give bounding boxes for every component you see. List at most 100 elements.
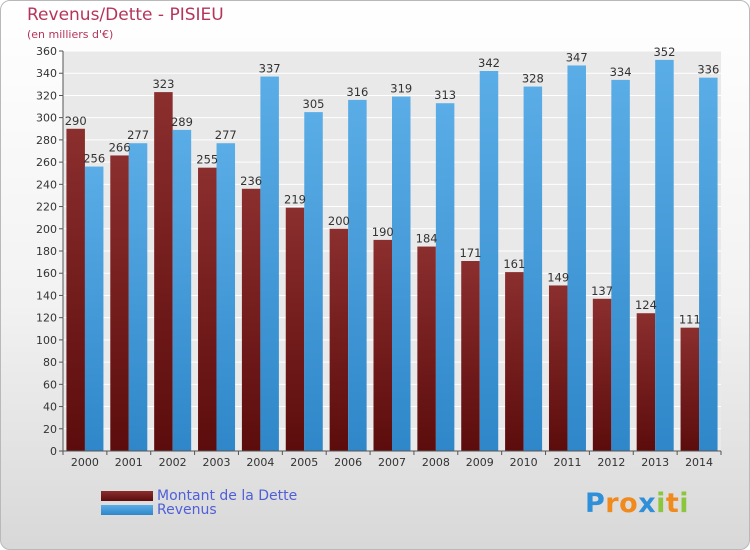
legend-label-revenus: Revenus (157, 502, 217, 518)
bar-revenus (84, 166, 104, 452)
value-label-dette: 200 (328, 214, 350, 228)
bar-dette (329, 228, 349, 451)
value-label-revenus: 313 (434, 88, 456, 102)
bar-dette (592, 298, 612, 451)
logo-letter: P (585, 488, 606, 519)
logo-letter: i (656, 488, 666, 519)
x-tick-label: 2010 (510, 456, 538, 469)
bar-dette (548, 285, 568, 451)
value-label-dette: 255 (196, 153, 218, 167)
value-labels: 2902562662773232892552772363372193052003… (65, 45, 720, 327)
value-label-revenus: 342 (478, 56, 500, 70)
value-label-dette: 137 (591, 284, 613, 298)
y-tick-label: 80 (43, 356, 57, 369)
x-tick-label: 2012 (597, 456, 625, 469)
y-tick-label: 320 (36, 89, 57, 102)
value-label-revenus: 337 (259, 62, 281, 76)
bar-revenus (348, 99, 367, 451)
y-tick-label: 300 (36, 112, 57, 125)
value-label-dette: 290 (65, 114, 87, 128)
value-label-revenus: 334 (610, 65, 632, 79)
bar-revenus (567, 65, 586, 451)
bar-dette (373, 239, 392, 451)
value-label-revenus: 289 (171, 115, 193, 129)
x-tick-label: 2003 (203, 456, 231, 469)
y-tick-label: 40 (43, 401, 57, 414)
value-label-revenus: 319 (390, 82, 412, 96)
value-label-revenus: 256 (83, 152, 105, 166)
bar-dette (110, 155, 129, 451)
value-label-revenus: 328 (522, 72, 544, 86)
bars (66, 59, 718, 452)
value-label-dette: 190 (372, 225, 394, 239)
x-tick-label: 2002 (159, 456, 187, 469)
value-label-revenus: 347 (566, 50, 588, 64)
value-label-revenus: 277 (215, 128, 237, 142)
legend-swatch-dette (101, 491, 153, 501)
logo-letter: x (638, 488, 657, 519)
value-label-dette: 219 (284, 193, 306, 207)
y-tick-label: 120 (36, 312, 57, 325)
bar-dette (241, 188, 261, 451)
x-tick-label: 2000 (71, 456, 99, 469)
bar-revenus (435, 103, 455, 451)
bar-revenus (479, 71, 499, 451)
bar-revenus (304, 112, 323, 451)
bar-dette (417, 246, 436, 451)
logo-letter: t (665, 488, 680, 519)
chart-title: Revenus/Dette - PISIEU (27, 5, 224, 25)
bar-revenus (260, 76, 279, 452)
bar-revenus (611, 79, 630, 451)
value-label-dette: 323 (152, 77, 174, 91)
value-label-dette: 236 (240, 174, 262, 188)
bar-dette (461, 261, 480, 451)
x-tick-label: 2013 (641, 456, 669, 469)
bar-dette (198, 167, 217, 451)
y-tick-label: 20 (43, 423, 57, 436)
bar-dette (505, 272, 524, 451)
y-tick-label: 360 (36, 45, 57, 58)
x-tick-label: 2009 (466, 456, 494, 469)
value-label-dette: 266 (109, 140, 131, 154)
bar-revenus (655, 59, 674, 452)
x-tick-label: 2014 (685, 456, 713, 469)
x-tick-label: 2005 (290, 456, 318, 469)
x-tick-label: 2011 (553, 456, 581, 469)
bar-revenus (128, 143, 148, 451)
y-tick-label: 260 (36, 156, 57, 169)
logo-letter: i (679, 488, 690, 519)
value-label-dette: 171 (460, 246, 482, 260)
bar-revenus (523, 86, 543, 452)
y-tick-label: 60 (43, 378, 57, 391)
legend-label-dette: Montant de la Dette (157, 488, 298, 504)
value-label-revenus: 305 (303, 97, 325, 111)
bar-dette (680, 327, 700, 451)
y-tick-label: 240 (36, 178, 57, 191)
y-tick-label: 140 (36, 289, 57, 302)
y-tick-label: 0 (50, 445, 57, 458)
x-tick-label: 2004 (246, 456, 274, 469)
bar-dette (285, 207, 305, 451)
chart-subtitle: (en milliers d'€) (27, 28, 114, 41)
y-tick-label: 220 (36, 201, 57, 214)
x-tick-label: 2001 (115, 456, 143, 469)
value-label-revenus: 316 (346, 85, 368, 99)
legend-item-revenus: Revenus (101, 502, 217, 518)
bar-revenus (172, 129, 192, 451)
y-tick-label: 180 (36, 245, 57, 258)
legend-swatch-revenus (101, 505, 153, 515)
bar-dette (154, 92, 173, 451)
value-label-dette: 184 (416, 232, 438, 246)
proxiti-logo: Proxiti (585, 488, 689, 519)
value-label-revenus: 336 (697, 63, 719, 77)
y-tick-label: 200 (36, 223, 57, 236)
x-tick-label: 2008 (422, 456, 450, 469)
logo-letter: o (619, 488, 639, 519)
value-label-dette: 161 (503, 257, 525, 271)
value-label-dette: 124 (635, 298, 657, 312)
bar-revenus (392, 96, 411, 452)
x-tick-label: 2006 (334, 456, 362, 469)
logo-letter: r (605, 488, 620, 519)
y-tick-label: 160 (36, 267, 57, 280)
